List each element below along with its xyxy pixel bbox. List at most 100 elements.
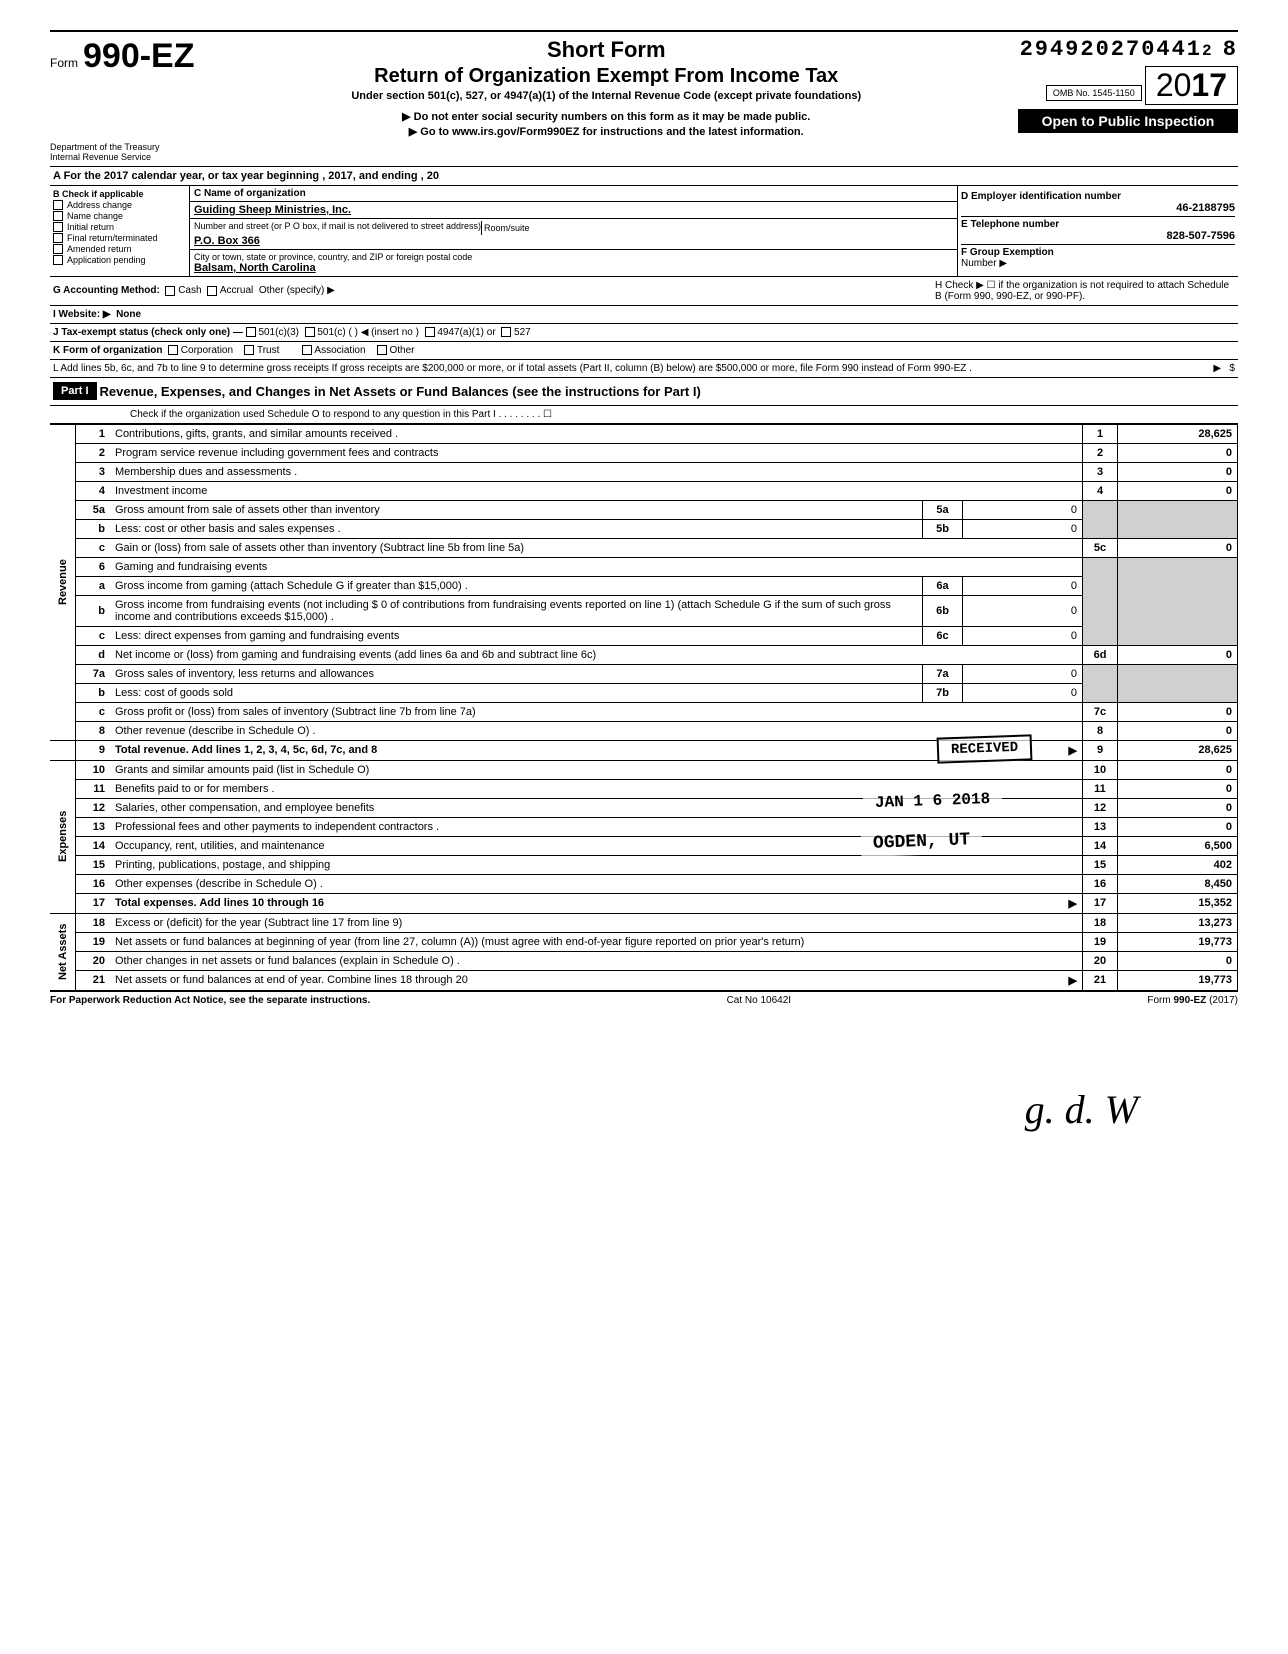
line-21: 21Net assets or fund balances at end of … — [50, 970, 1238, 990]
room-suite: Room/suite — [481, 221, 561, 235]
line-5a: 5aGross amount from sale of assets other… — [50, 500, 1238, 519]
line-17: 17Total expenses. Add lines 10 through 1… — [50, 893, 1238, 913]
line-15: 15Printing, publications, postage, and s… — [50, 855, 1238, 874]
line-12: 12 Salaries, other compensation, and emp… — [50, 798, 1238, 817]
tax-year: 2017 — [1145, 66, 1238, 105]
cb-amended[interactable]: Amended return — [53, 244, 186, 254]
open-public-badge: Open to Public Inspection — [1018, 109, 1238, 133]
title-block: Short Form Return of Organization Exempt… — [195, 37, 1019, 138]
form-number: 990-EZ — [83, 37, 195, 76]
line-11: 11Benefits paid to or for members . 110 — [50, 779, 1238, 798]
line-20: 20Other changes in net assets or fund ba… — [50, 951, 1238, 970]
line-6a: aGross income from gaming (attach Schedu… — [50, 576, 1238, 595]
line-5c: cGain or (loss) from sale of assets othe… — [50, 538, 1238, 557]
section-bcd: B Check if applicable Address change Nam… — [50, 186, 1238, 277]
cb-assoc[interactable] — [302, 345, 312, 355]
row-j-tax-status: J Tax-exempt status (check only one) — 5… — [50, 324, 1238, 342]
line-8: 8Other revenue (describe in Schedule O) … — [50, 721, 1238, 740]
line-14: 14 Occupancy, rent, utilities, and maint… — [50, 836, 1238, 855]
phone: 828-507-7596 — [961, 230, 1235, 242]
ein: 46-2188795 — [961, 202, 1235, 214]
d-ein-row: D Employer identification number 46-2188… — [961, 189, 1235, 217]
line-6d: dNet income or (loss) from gaming and fu… — [50, 645, 1238, 664]
return-title: Return of Organization Exempt From Incom… — [215, 65, 999, 88]
side-revenue: Revenue — [50, 424, 75, 740]
row-l-gross-receipts: L Add lines 5b, 6c, and 7b to line 9 to … — [50, 360, 1238, 378]
row-i-website: I Website: ▶ None — [50, 306, 1238, 324]
cb-other[interactable] — [377, 345, 387, 355]
cat-number: Cat No 10642I — [727, 995, 792, 1006]
cb-527[interactable] — [501, 327, 511, 337]
location-stamp: OGDEN, UT — [860, 827, 982, 857]
part1-label: Part I — [53, 382, 97, 400]
cb-initial-return[interactable]: Initial return — [53, 222, 186, 232]
warning: ▶ Do not enter social security numbers o… — [215, 110, 999, 123]
line-2: 2Program service revenue including gover… — [50, 443, 1238, 462]
form-ref: Form 990-EZ (2017) — [1147, 995, 1238, 1006]
omb-number: OMB No. 1545-1150 — [1046, 85, 1142, 101]
line-6c: cLess: direct expenses from gaming and f… — [50, 626, 1238, 645]
line-3: 3Membership dues and assessments . 30 — [50, 462, 1238, 481]
cb-cash[interactable] — [165, 286, 175, 296]
line-9: 9 Total revenue. Add lines 1, 2, 3, 4, 5… — [50, 740, 1238, 760]
paperwork-notice: For Paperwork Reduction Act Notice, see … — [50, 995, 370, 1006]
form-number-block: Form 990-EZ — [50, 37, 195, 76]
cb-name-change[interactable]: Name change — [53, 211, 186, 221]
header-right: 2949202704412 8 OMB No. 1545-1150 2017 O… — [1018, 37, 1238, 133]
city-row: City or town, state or province, country… — [190, 250, 957, 276]
e-phone-row: E Telephone number 828-507-7596 — [961, 217, 1235, 245]
org-name-row: Guiding Sheep Ministries, Inc. — [190, 202, 957, 219]
side-expenses: Expenses — [50, 760, 75, 913]
short-form-label: Short Form — [215, 37, 999, 63]
website: None — [116, 309, 141, 320]
line-10: Expenses 10Grants and similar amounts pa… — [50, 760, 1238, 779]
received-stamp: RECEIVED — [936, 734, 1032, 763]
line-7b: bLess: cost of goods sold 7b0 — [50, 683, 1238, 702]
goto-link: ▶ Go to www.irs.gov/Form990EZ for instru… — [215, 125, 999, 138]
addr-row: Number and street (or P O box, if mail i… — [190, 219, 957, 250]
row-k-form-org: K Form of organization Corporation Trust… — [50, 342, 1238, 360]
line-4: 4Investment income 40 — [50, 481, 1238, 500]
line-6b: bGross income from fundraising events (n… — [50, 595, 1238, 626]
col-def: D Employer identification number 46-2188… — [958, 186, 1238, 276]
subtitle: Under section 501(c), 527, or 4947(a)(1)… — [215, 90, 999, 102]
cb-501c[interactable] — [305, 327, 315, 337]
line-6: 6Gaming and fundraising events — [50, 557, 1238, 576]
signature: g. d. W — [50, 1086, 1238, 1133]
form-header: Form 990-EZ Short Form Return of Organiz… — [50, 30, 1238, 138]
h-check: H Check ▶ ☐ if the organization is not r… — [935, 280, 1235, 302]
footer: For Paperwork Reduction Act Notice, see … — [50, 991, 1238, 1006]
cb-corp[interactable] — [168, 345, 178, 355]
part1-header: Part I Revenue, Expenses, and Changes in… — [50, 378, 1238, 406]
part1-title: Revenue, Expenses, and Changes in Net As… — [97, 381, 704, 402]
line-7c: cGross profit or (loss) from sales of in… — [50, 702, 1238, 721]
cb-501c3[interactable] — [246, 327, 256, 337]
row-a-tax-year: A For the 2017 calendar year, or tax yea… — [50, 167, 1238, 186]
cb-pending[interactable]: Application pending — [53, 255, 186, 265]
cb-accrual[interactable] — [207, 286, 217, 296]
line-16: 16Other expenses (describe in Schedule O… — [50, 874, 1238, 893]
line-5b: bLess: cost or other basis and sales exp… — [50, 519, 1238, 538]
cb-address-change[interactable]: Address change — [53, 200, 186, 210]
line-19: 19Net assets or fund balances at beginni… — [50, 932, 1238, 951]
date-stamp: JAN 1 6 2018 — [862, 786, 1002, 815]
f-group-row: F Group Exemption Number ▶ — [961, 245, 1235, 271]
line-7a: 7aGross sales of inventory, less returns… — [50, 664, 1238, 683]
col-c-org-info: C Name of organization Guiding Sheep Min… — [190, 186, 958, 276]
form-prefix: Form — [50, 56, 78, 70]
main-lines-table: Revenue 1 Contributions, gifts, grants, … — [50, 424, 1238, 991]
row-g-accounting: G Accounting Method: Cash Accrual Other … — [50, 277, 1238, 306]
dept-text: Department of the Treasury Internal Reve… — [50, 143, 160, 163]
cb-trust[interactable] — [244, 345, 254, 355]
cb-4947[interactable] — [425, 327, 435, 337]
col-b-checkboxes: B Check if applicable Address change Nam… — [50, 186, 190, 276]
c-header: C Name of organization — [190, 186, 957, 202]
stamp-number: 2949202704412 8 — [1018, 37, 1238, 62]
dept-row: Department of the Treasury Internal Reve… — [50, 143, 1238, 167]
cb-final-return[interactable]: Final return/terminated — [53, 233, 186, 243]
line-1: Revenue 1 Contributions, gifts, grants, … — [50, 424, 1238, 443]
b-header: B Check if applicable — [53, 189, 186, 199]
city: Balsam, North Carolina — [194, 262, 953, 274]
org-name: Guiding Sheep Ministries, Inc. — [194, 204, 351, 216]
address: P.O. Box 366 — [194, 235, 953, 247]
